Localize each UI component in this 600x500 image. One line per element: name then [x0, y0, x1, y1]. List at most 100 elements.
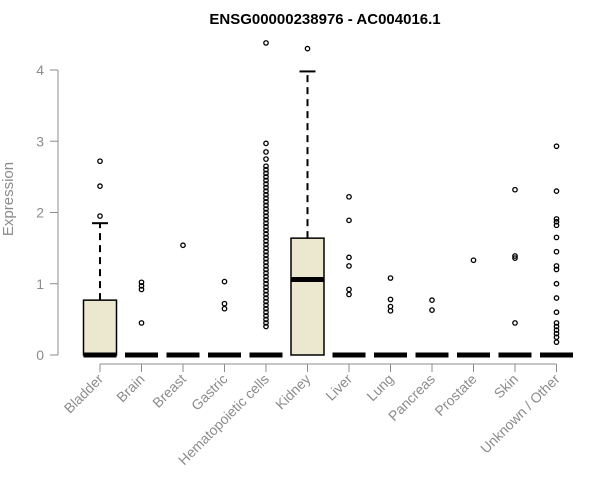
outlier-point — [346, 263, 352, 269]
outlier-point — [429, 297, 435, 303]
outlier-point — [263, 259, 269, 266]
y-axis: 0 1 2 3 4 — [36, 62, 59, 363]
x-tick-label: Skin — [491, 371, 522, 402]
outlier-point — [553, 334, 560, 341]
y-tick-label: 4 — [36, 62, 44, 78]
outlier-point — [263, 166, 269, 173]
x-tick-label: Brain — [113, 371, 147, 405]
outlier-point — [387, 296, 394, 303]
box — [82, 299, 118, 356]
x-tick-label: Prostate — [431, 371, 479, 419]
outlier-point — [263, 280, 269, 287]
x-tick-label: Unknown / Other — [477, 371, 563, 457]
outlier-point — [553, 188, 560, 194]
outlier-point — [470, 257, 477, 264]
outlier-point — [346, 193, 352, 200]
outlier-point — [346, 217, 352, 224]
outlier-point — [263, 320, 269, 326]
outlier-point — [180, 242, 186, 249]
outlier-point — [221, 300, 228, 307]
box-group — [498, 186, 532, 358]
outlier-point — [138, 279, 145, 286]
outlier-point — [263, 284, 269, 291]
box-group — [457, 257, 490, 358]
outlier-point — [553, 218, 560, 225]
outlier-point — [553, 248, 560, 255]
outlier-point — [263, 270, 269, 276]
outlier-point — [553, 309, 560, 316]
outlier-point — [429, 307, 435, 313]
outlier-point — [263, 263, 269, 269]
outlier-point — [263, 305, 269, 312]
outlier-point — [263, 213, 269, 219]
outlier-point — [263, 206, 269, 212]
box-group — [374, 275, 407, 358]
outlier-point — [263, 234, 269, 241]
y-tick-label: 1 — [36, 276, 44, 292]
box-group — [540, 143, 573, 358]
outlier-point — [221, 305, 228, 312]
outlier-point — [553, 330, 560, 337]
outlier-point — [346, 254, 352, 261]
y-tick-label: 2 — [36, 205, 44, 221]
box — [290, 237, 325, 356]
outlier-point — [263, 227, 269, 234]
outlier-point — [263, 216, 269, 223]
outlier-point — [263, 248, 269, 255]
outlier-point — [553, 339, 560, 346]
outlier-point — [97, 183, 103, 189]
outlier-point — [263, 252, 269, 259]
outlier-point — [138, 286, 145, 293]
outlier-point — [138, 320, 145, 326]
x-tick-label: Liver — [322, 371, 355, 404]
outlier-point — [263, 191, 269, 198]
outlier-point — [263, 266, 269, 273]
outlier-point — [263, 40, 269, 46]
outlier-point — [263, 309, 269, 316]
outlier-point — [553, 263, 560, 269]
x-tick-label: Breast — [149, 371, 189, 411]
outlier-point — [263, 295, 269, 301]
plot-area — [82, 40, 573, 358]
outlier-point — [263, 316, 269, 323]
outlier-point — [263, 291, 269, 298]
outlier-point — [263, 184, 269, 191]
outlier-point — [263, 202, 269, 209]
outlier-point — [263, 209, 269, 216]
chart-title: ENSG00000238976 - AC004016.1 — [209, 11, 440, 28]
outlier-point — [263, 255, 269, 262]
outlier-point — [263, 231, 269, 237]
outlier-point — [263, 195, 269, 202]
outlier-point — [553, 234, 560, 241]
outlier-point — [263, 156, 269, 162]
outlier-point — [263, 149, 269, 155]
x-tick-label: Kidney — [272, 371, 314, 413]
y-tick-label: 0 — [36, 347, 44, 363]
outlier-point — [304, 45, 311, 52]
x-tick-label: Lung — [363, 371, 396, 404]
outlier-point — [387, 303, 394, 310]
outlier-point — [263, 277, 269, 284]
outlier-point — [263, 220, 269, 227]
outlier-point — [97, 158, 103, 165]
outlier-point — [263, 223, 269, 230]
outlier-point — [553, 222, 560, 229]
outlier-point — [553, 323, 560, 330]
outlier-point — [553, 266, 560, 273]
outlier-point — [346, 286, 352, 293]
box-group — [415, 297, 449, 358]
outlier-point — [221, 278, 228, 285]
outlier-point — [512, 320, 518, 326]
outlier-point — [263, 298, 269, 305]
x-tick-label: Bladder — [61, 371, 107, 417]
outlier-point — [263, 140, 269, 147]
y-axis-label: Expression — [0, 162, 17, 236]
outlier-point — [263, 163, 269, 170]
box-group — [249, 40, 283, 358]
outlier-point — [97, 213, 103, 219]
outlier-point — [512, 253, 518, 259]
outlier-point — [263, 323, 269, 330]
outlier-point — [263, 302, 269, 308]
outlier-point — [263, 312, 269, 319]
outlier-point — [263, 288, 269, 294]
